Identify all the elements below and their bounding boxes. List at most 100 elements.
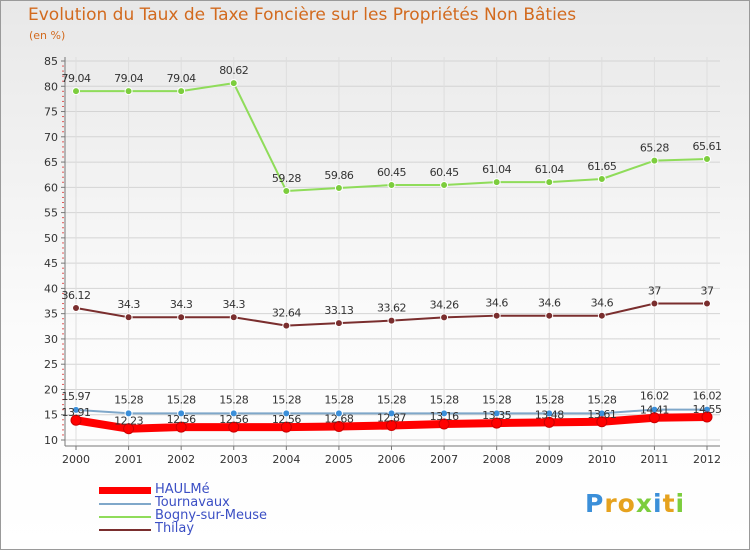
- logo-letter: i: [653, 489, 663, 518]
- legend-swatch-haulme: [99, 487, 151, 494]
- data-point: [491, 417, 503, 429]
- data-label: 37: [648, 285, 661, 298]
- x-tick-label: 2004: [272, 453, 300, 466]
- x-tick-label: 2003: [220, 453, 248, 466]
- data-label: 34.26: [430, 298, 459, 311]
- data-point: [440, 181, 449, 190]
- data-label: 14.41: [640, 404, 669, 417]
- data-point: [703, 154, 711, 163]
- data-label: 65.61: [693, 140, 722, 153]
- data-label: 65.28: [640, 142, 669, 155]
- data-point: [124, 409, 133, 418]
- data-label: 79.04: [167, 72, 196, 85]
- logo-letter: t: [662, 489, 676, 518]
- data-point: [387, 316, 396, 325]
- data-label: 16.02: [693, 390, 722, 403]
- y-tick-label: 25: [44, 358, 58, 371]
- data-point: [282, 409, 291, 418]
- data-label: 15.28: [377, 393, 406, 406]
- data-label: 61.65: [587, 160, 616, 173]
- data-point: [492, 311, 501, 320]
- data-label: 36.12: [62, 289, 91, 302]
- y-tick-label: 20: [44, 383, 58, 396]
- data-point: [177, 313, 186, 322]
- logo-letter: r: [604, 489, 618, 518]
- data-point: [650, 156, 659, 165]
- y-tick-label: 75: [44, 106, 58, 119]
- legend-swatch-tournavaux: [99, 503, 151, 505]
- x-tick-label: 2008: [483, 453, 511, 466]
- data-label: 79.04: [114, 72, 143, 85]
- data-point: [545, 178, 554, 187]
- data-label: 13.35: [482, 409, 511, 422]
- data-label: 80.62: [219, 64, 248, 77]
- x-tick-label: 2005: [325, 453, 353, 466]
- data-point: [701, 411, 713, 423]
- data-point: [229, 79, 238, 88]
- y-tick-label: 10: [44, 434, 58, 447]
- data-label: 13.61: [587, 408, 616, 421]
- data-label: 12.56: [167, 413, 196, 426]
- y-tick-label: 15: [44, 409, 58, 422]
- data-label: 34.6: [538, 297, 561, 310]
- data-point: [228, 421, 240, 433]
- data-point: [703, 299, 711, 308]
- data-point: [334, 184, 343, 193]
- data-label: 37: [701, 285, 714, 298]
- data-label: 14.55: [693, 403, 722, 416]
- logo-letter: x: [635, 489, 653, 518]
- data-point: [333, 420, 345, 432]
- data-point: [545, 311, 554, 320]
- data-point: [72, 304, 80, 313]
- data-point: [438, 418, 450, 430]
- data-label: 79.04: [62, 72, 91, 85]
- y-tick-label: 85: [44, 55, 58, 68]
- data-point: [282, 186, 291, 195]
- x-tick-label: 2006: [378, 453, 406, 466]
- data-point: [72, 405, 80, 414]
- data-point: [334, 319, 343, 328]
- data-label: 34.3: [170, 298, 193, 311]
- data-label: 15.28: [587, 393, 616, 406]
- data-point: [280, 421, 292, 433]
- data-point: [386, 419, 397, 431]
- y-tick-label: 30: [44, 333, 58, 346]
- data-point: [123, 423, 135, 435]
- x-tick-label: 2002: [167, 453, 195, 466]
- data-label: 34.6: [485, 297, 508, 310]
- y-tick-label: 70: [44, 131, 58, 144]
- data-point: [175, 421, 187, 433]
- data-point: [177, 409, 186, 418]
- data-label: 61.04: [535, 163, 564, 176]
- data-label: 15.28: [114, 393, 143, 406]
- logo-letter: o: [617, 489, 636, 518]
- x-tick-label: 2011: [640, 453, 668, 466]
- y-axis-unit: (en %): [29, 29, 66, 42]
- data-point: [492, 178, 501, 187]
- x-tick-label: 2009: [535, 453, 563, 466]
- data-label: 15.28: [272, 393, 301, 406]
- y-tick-label: 80: [44, 80, 58, 93]
- legend-label-thilay: Thilay: [155, 521, 195, 536]
- data-label: 32.64: [272, 307, 301, 320]
- data-label: 15.28: [219, 393, 248, 406]
- data-point: [440, 409, 449, 418]
- data-point: [124, 87, 133, 96]
- y-tick-label: 60: [44, 181, 58, 194]
- data-label: 12.56: [219, 413, 248, 426]
- data-label: 13.16: [430, 410, 459, 423]
- data-label: 15.28: [167, 393, 196, 406]
- data-point: [229, 409, 238, 418]
- data-label: 12.87: [377, 411, 406, 424]
- y-tick-label: 65: [44, 156, 58, 169]
- data-label: 15.28: [324, 393, 353, 406]
- data-point: [597, 174, 606, 183]
- x-tick-label: 2010: [588, 453, 616, 466]
- legend-label-bogny: Bogny-sur-Meuse: [155, 508, 267, 523]
- data-point: [596, 416, 608, 428]
- data-point: [229, 313, 238, 322]
- data-label: 33.62: [377, 302, 406, 315]
- chart-title: Evolution du Taux de Taxe Foncière sur l…: [28, 5, 577, 25]
